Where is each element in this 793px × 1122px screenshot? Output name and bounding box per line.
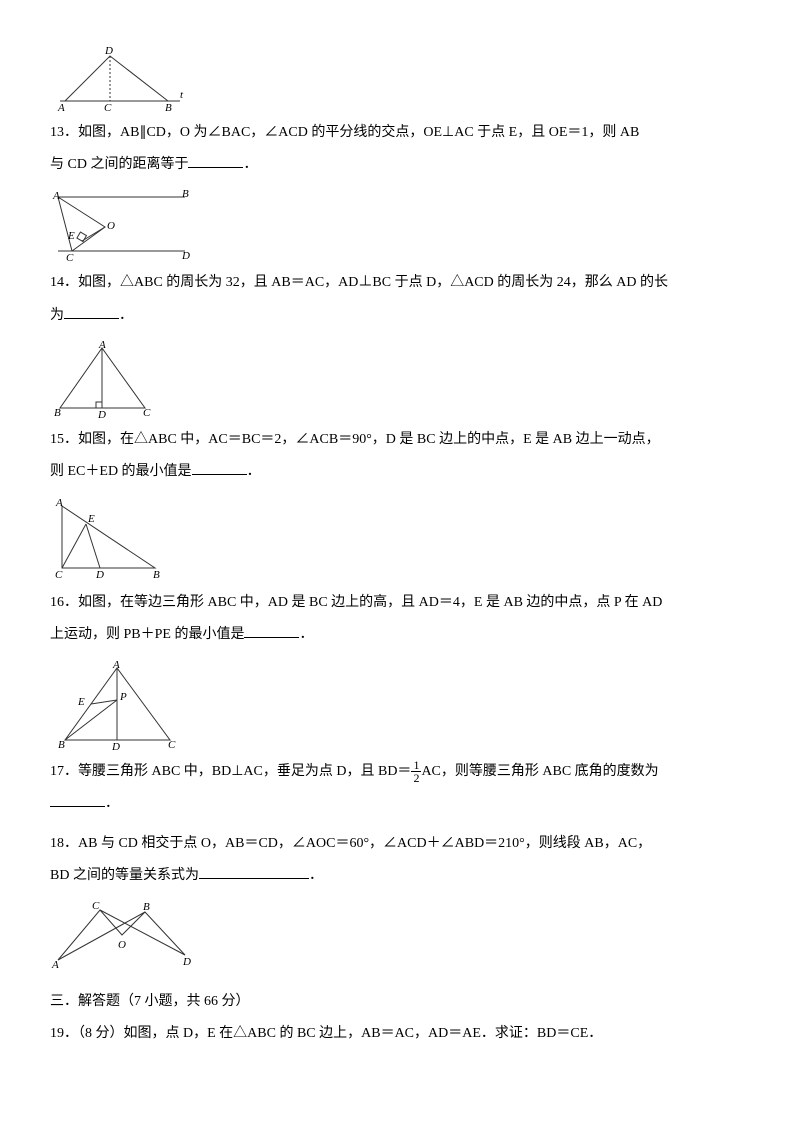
label-E: E	[77, 696, 85, 708]
problem-14-num: 14．	[50, 275, 78, 290]
problem-18-text2: BD 之间的等量关系式为	[50, 868, 199, 883]
figure-15: A B C D E	[50, 496, 743, 581]
label-D: D	[181, 250, 190, 261]
label-C: C	[143, 407, 151, 418]
problem-14-text3: ．	[119, 308, 133, 323]
label-C: C	[92, 900, 100, 912]
figure-14: A B C D	[50, 340, 743, 418]
problem-16: 16．如图，在等边三角形 ABC 中，AD 是 BC 边上的高，且 AD＝4，E…	[50, 587, 743, 651]
figure-18: A B C D O	[50, 900, 743, 970]
label-D: D	[111, 741, 120, 750]
label-A: A	[57, 102, 65, 111]
label-B: B	[54, 407, 61, 418]
problem-14-text1: 如图，△ABC 的周长为 32，且 AB＝AC，AD⊥BC 于点 D，△ACD …	[78, 275, 668, 290]
label-C: C	[104, 102, 112, 111]
problem-16-text1: 如图，在等边三角形 ABC 中，AD 是 BC 边上的高，且 AD＝4，E 是 …	[78, 595, 662, 610]
label-A: A	[52, 190, 60, 202]
label-D: D	[182, 956, 191, 968]
label-B: B	[143, 901, 150, 913]
label-D: D	[104, 46, 113, 57]
problem-13-text3: ．	[243, 157, 257, 172]
label-B: B	[165, 102, 172, 111]
label-A: A	[55, 497, 63, 509]
problem-13: 13．如图，AB∥CD，O 为∠BAC，∠ACD 的平分线的交点，OE⊥AC 于…	[50, 117, 743, 181]
figure-16: A B C D E P	[50, 660, 743, 750]
label-A: A	[51, 959, 59, 970]
blank-17	[50, 792, 105, 807]
section-3-head: 三．解答题（7 小题，共 66 分）	[50, 986, 743, 1018]
problem-19-text1: （8 分）如图，点 D，E 在△ABC 的 BC 边上，AB＝AC，AD＝AE．…	[78, 1026, 602, 1041]
problem-13-num: 13．	[50, 125, 78, 140]
problem-15-text2: 则 EC＋ED 的最小值是	[50, 464, 192, 479]
label-C: C	[66, 252, 74, 261]
label-O: O	[107, 220, 115, 232]
problem-17-text2: AC，则等腰三角形 ABC 底角的度数为	[421, 764, 658, 779]
problem-18-text3: ．	[309, 868, 323, 883]
problem-14: 14．如图，△ABC 的周长为 32，且 AB＝AC，AD⊥BC 于点 D，△A…	[50, 267, 743, 331]
problem-15-text3: ．	[247, 464, 261, 479]
label-t: t	[180, 89, 184, 101]
problem-14-text2: 为	[50, 308, 64, 323]
label-E: E	[87, 513, 95, 525]
blank-16	[244, 623, 299, 638]
problem-16-text3: ．	[299, 627, 313, 642]
problem-15-text1: 如图，在△ABC 中，AC＝BC＝2，∠ACB＝90°，D 是 BC 边上的中点…	[78, 432, 660, 447]
problem-17-text1: 等腰三角形 ABC 中，BD⊥AC，垂足为点 D，且 BD＝	[78, 764, 411, 779]
blank-14	[64, 304, 119, 319]
problem-15: 15．如图，在△ABC 中，AC＝BC＝2，∠ACB＝90°，D 是 BC 边上…	[50, 424, 743, 488]
problem-17-text3: ．	[105, 796, 119, 811]
figure-13: A B C D E O	[50, 189, 743, 261]
problem-13-text2: 与 CD 之间的距离等于	[50, 157, 188, 172]
label-D: D	[95, 569, 104, 581]
label-P: P	[119, 691, 127, 703]
label-B: B	[58, 739, 65, 750]
problem-16-num: 16．	[50, 595, 78, 610]
problem-15-num: 15．	[50, 432, 78, 447]
problem-16-text2: 上运动，则 PB＋PE 的最小值是	[50, 627, 244, 642]
problem-19: 19．（8 分）如图，点 D，E 在△ABC 的 BC 边上，AB＝AC，AD＝…	[50, 1018, 743, 1050]
figure-12: A B C D t	[50, 46, 743, 111]
problem-13-text1: 如图，AB∥CD，O 为∠BAC，∠ACD 的平分线的交点，OE⊥AC 于点 E…	[78, 125, 639, 140]
label-E: E	[67, 230, 75, 242]
blank-18	[199, 864, 309, 879]
problem-18-text1: AB 与 CD 相交于点 O，AB＝CD，∠AOC＝60°，∠ACD＋∠ABD＝…	[78, 836, 651, 851]
label-C: C	[168, 739, 176, 750]
problem-17: 17．等腰三角形 ABC 中，BD⊥AC，垂足为点 D，且 BD＝12AC，则等…	[50, 756, 743, 820]
label-B: B	[153, 569, 160, 581]
problem-18: 18．AB 与 CD 相交于点 O，AB＝CD，∠AOC＝60°，∠ACD＋∠A…	[50, 828, 743, 892]
problem-19-num: 19．	[50, 1026, 78, 1041]
fraction-17: 12	[411, 759, 421, 784]
label-A: A	[112, 660, 120, 671]
blank-15	[192, 460, 247, 475]
label-C: C	[55, 569, 63, 581]
label-A: A	[98, 340, 106, 351]
label-B: B	[182, 189, 189, 200]
problem-18-num: 18．	[50, 836, 78, 851]
label-O: O	[118, 939, 126, 951]
blank-13	[188, 153, 243, 168]
problem-17-num: 17．	[50, 764, 78, 779]
label-D: D	[97, 409, 106, 418]
